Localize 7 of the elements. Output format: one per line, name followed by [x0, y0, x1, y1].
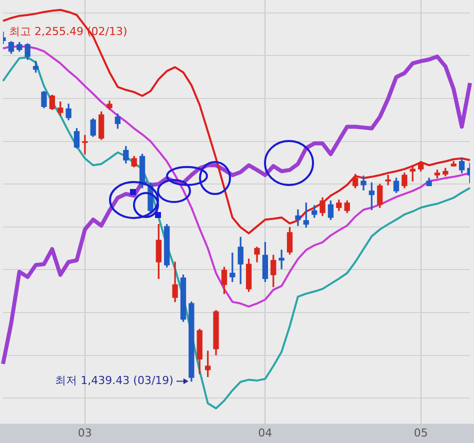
candlestick: [278, 250, 284, 270]
x-tick-label: 05: [414, 426, 428, 440]
x-tick-label: 04: [258, 426, 272, 440]
candlestick: [385, 174, 391, 186]
candlestick: [82, 134, 88, 154]
annotation: 최저 1,439.43 (03/19): [55, 374, 174, 388]
x-tick-label: 03: [78, 426, 92, 440]
